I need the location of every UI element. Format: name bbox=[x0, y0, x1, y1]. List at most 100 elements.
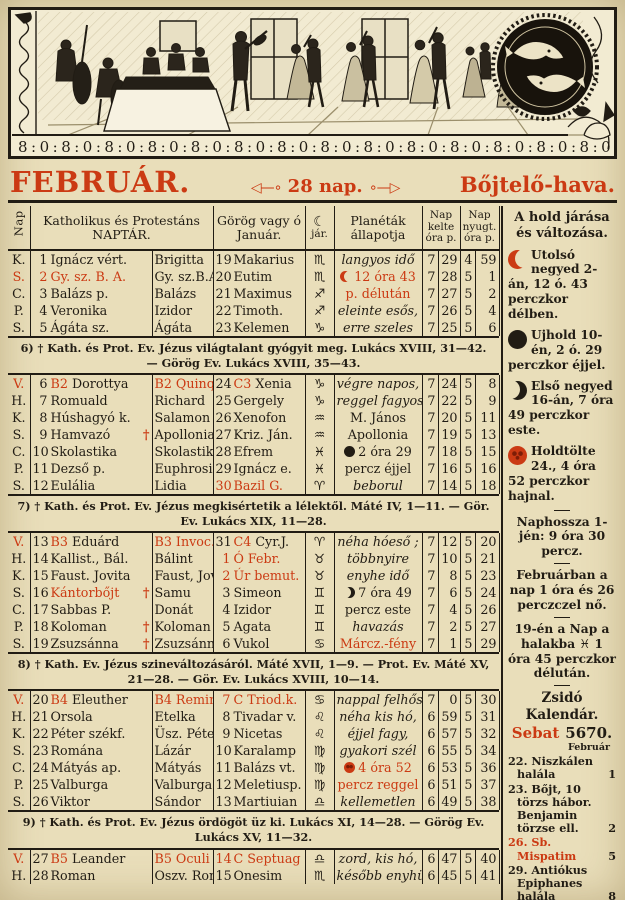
day-number: 14 bbox=[32, 551, 49, 567]
greek-day-number: 14 bbox=[215, 850, 232, 866]
sunrise-minute: 2 bbox=[438, 618, 461, 636]
day-of-week-cell: S. bbox=[8, 477, 31, 495]
sunset-minute: 6 bbox=[475, 319, 500, 336]
protestant-name-cell: Mátyás bbox=[152, 759, 214, 777]
day-of-week-cell: P. bbox=[8, 302, 31, 319]
sunrise-hour: 7 bbox=[422, 302, 439, 319]
day-number: 3 bbox=[39, 286, 48, 301]
sunset-hour: 4 bbox=[460, 251, 476, 268]
sunrise-minute: 55 bbox=[438, 742, 461, 760]
zodiac-capricorn-icon: ♑ bbox=[305, 375, 335, 393]
catholic-name-cell: 26 Viktor bbox=[30, 793, 153, 811]
protestant-name-cell: Euphrosin bbox=[152, 460, 214, 478]
zodiac-capricorn-icon: ♑ bbox=[305, 319, 335, 336]
catholic-name-cell: 28 Roman bbox=[30, 866, 153, 884]
cimbalom bbox=[119, 76, 216, 90]
calendar-row: V. 27 B5 Leander B5 Oculi 14 C Septuag ♎ zord, … bbox=[8, 849, 500, 867]
moon-phase-item: Utolsó negyed 2-án, 12 ó. 43 perczkor dé… bbox=[508, 248, 616, 322]
sunset-hour: 5 bbox=[460, 460, 476, 478]
firstq-moon-icon bbox=[508, 381, 527, 400]
greek-day-number: 31 bbox=[215, 534, 232, 550]
right-arrow-ornament: ∘—▷ bbox=[368, 180, 401, 196]
zodiac-leo-icon: ♌ bbox=[305, 725, 335, 743]
weather-cell: éjjel fagy, bbox=[334, 725, 423, 743]
moon-phase-text: Első negyed 16-án, 7 óra 49 perczkor est… bbox=[508, 378, 614, 438]
sunset-hour: 5 bbox=[460, 409, 476, 427]
jewish-year: Sebat 5670. bbox=[511, 724, 613, 743]
sunrise-minute: 47 bbox=[438, 849, 461, 867]
day-number: 25 bbox=[32, 777, 49, 793]
sunrise-hour: 7 bbox=[422, 392, 439, 410]
jewish-item-label: 22. Niszkálen halála bbox=[508, 754, 593, 782]
protestant-name-cell: Bálint bbox=[152, 550, 214, 568]
protestant-name-cell: Zsuzsánna bbox=[152, 635, 214, 653]
greek-day-number: 27 bbox=[215, 427, 232, 443]
catholic-name-cell: 19 Zsuzsánna † bbox=[30, 635, 153, 653]
day-number: 23 bbox=[32, 743, 49, 759]
weather-cell: reggel fagyos bbox=[334, 392, 423, 410]
calendar-row: S. 9 Hamvazó † Apollonia 27 Kriz. Ján. ♒ Apollon… bbox=[8, 426, 500, 444]
catholic-name-cell: 14 Kallist., Bál. bbox=[30, 550, 153, 568]
catholic-name-cell: 13 B3 Eduárd bbox=[30, 533, 153, 551]
zodiac-gemini-icon: ♊ bbox=[305, 584, 335, 602]
sunset-hour: 5 bbox=[460, 601, 476, 619]
greek-day-number: 12 bbox=[215, 777, 232, 793]
sunset-minute: 31 bbox=[475, 708, 500, 726]
day-number: 26 bbox=[32, 794, 49, 810]
greek-day-number: 26 bbox=[215, 410, 232, 426]
divider bbox=[554, 563, 570, 565]
protestant-name-cell: Lidia bbox=[152, 477, 214, 495]
divider bbox=[554, 616, 570, 618]
jewish-item-label: 23. Bőjt, 10 törzs hábor. Benjamin törzs… bbox=[508, 781, 592, 836]
greek-name-cell: 13 Martiuian bbox=[213, 793, 306, 811]
moon-phase-text: Ujhold 10-én, 2 ó. 29 perczkor éjjel. bbox=[508, 327, 606, 372]
sunrise-hour: 6 bbox=[422, 708, 439, 726]
sunrise-hour: 6 bbox=[422, 759, 439, 777]
calendar-row: C. 24 Mátyás ap. Mátyás 11 Balázs vt. ♍ 4 óra 5… bbox=[8, 759, 500, 777]
catholic-name-cell: 21 Orsola bbox=[30, 708, 153, 726]
sunset-minute: 1 bbox=[475, 268, 500, 285]
header-sunset: Nap nyugt. óra p. bbox=[460, 206, 500, 251]
zodiac-gemini-icon: ♊ bbox=[305, 618, 335, 636]
month-alt-name: Bőjtelő-hava. bbox=[459, 172, 615, 197]
calendar-row: V. 13 B3 Eduárd B3 Invoc. 31 C4 Cyr.J. ♈ néha h… bbox=[8, 533, 500, 551]
greek-day-number: 7 bbox=[222, 692, 231, 708]
sunrise-hour: 6 bbox=[422, 742, 439, 760]
sunset-minute: 20 bbox=[475, 533, 500, 551]
protestant-name-cell: Skolastika bbox=[152, 443, 214, 461]
sunrise-minute: 20 bbox=[438, 409, 461, 427]
greek-day-number: 13 bbox=[215, 794, 232, 810]
banner-engraving: 8:0:8:0:8:0:8:0:8:0:8:0:8:0:8:0:8:0:8:0:… bbox=[8, 7, 617, 159]
greek-name-cell: 30 Bazil G. bbox=[213, 477, 306, 495]
calendar-row: C. 17 Sabbas P. Donát 4 Izidor ♊ percz este 7 4 5 2… bbox=[8, 601, 500, 619]
weather-cell: langyos idő bbox=[334, 251, 423, 268]
weather-cell: Márcz.-fény bbox=[334, 635, 423, 653]
catholic-name-cell: 24 Mátyás ap. bbox=[30, 759, 153, 777]
protestant-name-cell: Gy. sz.B.A. bbox=[152, 268, 214, 285]
sunrise-hour: 7 bbox=[422, 618, 439, 636]
sun-note: Naphossza 1-jén: 9 óra 30 percz. bbox=[516, 514, 608, 559]
greek-name-cell: 3 Simeon bbox=[213, 584, 306, 602]
protestant-name-cell: Oszv. Rom. bbox=[152, 866, 214, 884]
catholic-name-cell: 12 Eulália bbox=[30, 477, 153, 495]
sunset-hour: 5 bbox=[460, 302, 476, 319]
calendar-row: S. 23 Romána Lázár 10 Karalamp ♍ gyakori szél 6 5… bbox=[8, 742, 500, 760]
day-of-week-cell: S. bbox=[8, 635, 31, 653]
calendar-table: Nap Katholikus és Protestáns NAPTÁR. Görö… bbox=[8, 206, 500, 884]
catholic-name-cell: 15 Faust. Jovita bbox=[30, 567, 153, 585]
calendar-table-header: Nap Katholikus és Protestáns NAPTÁR. Görö… bbox=[8, 206, 500, 251]
zodiac-scorpio-icon: ♏ bbox=[305, 251, 335, 268]
zodiac-capricorn-icon: ♑ bbox=[305, 392, 335, 410]
sunset-hour: 5 bbox=[460, 708, 476, 726]
greek-day-number: 1 bbox=[222, 551, 231, 567]
catholic-name-cell: 7 Romuald bbox=[30, 392, 153, 410]
greek-name-cell: 29 Ignácz e. bbox=[213, 460, 306, 478]
day-number: 16 bbox=[32, 585, 49, 601]
sunrise-hour: 7 bbox=[422, 533, 439, 551]
weather-cell: többnyire bbox=[334, 550, 423, 568]
sunset-hour: 5 bbox=[460, 849, 476, 867]
sunset-hour: 5 bbox=[460, 742, 476, 760]
day-of-week-cell: H. bbox=[8, 866, 31, 884]
